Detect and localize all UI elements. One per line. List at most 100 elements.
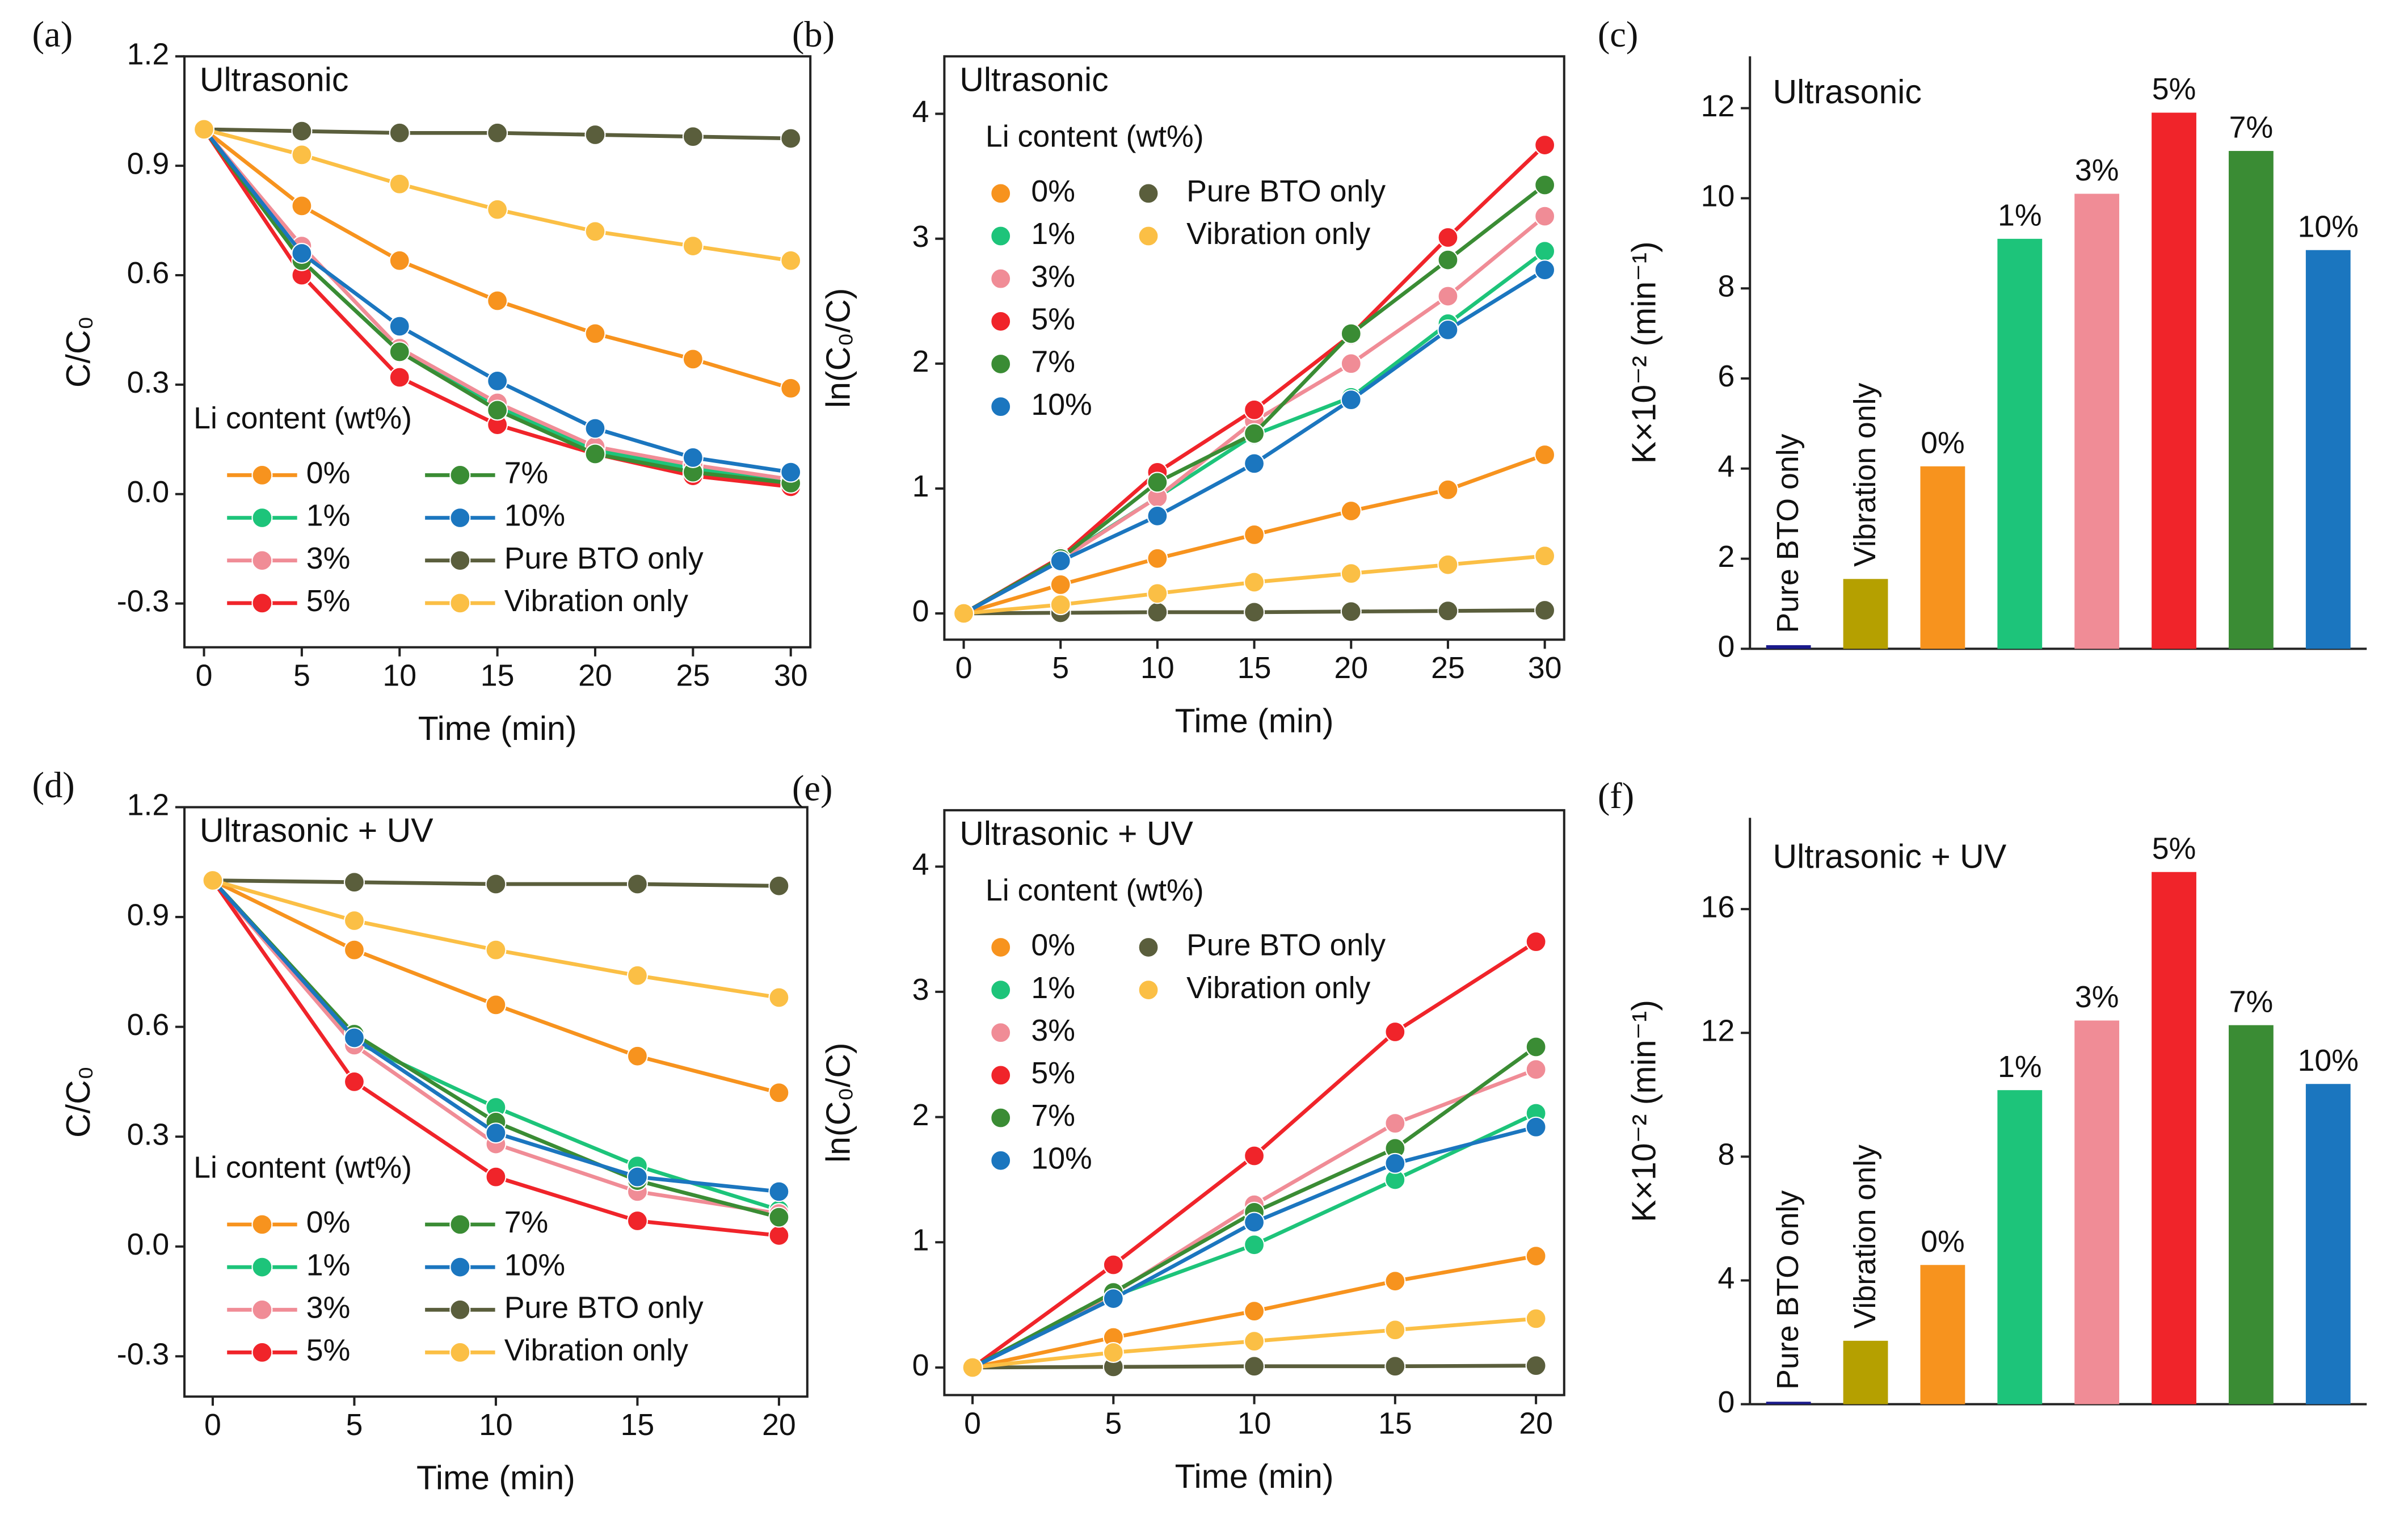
legend-label: 0% xyxy=(1031,928,1075,962)
panel: (b) 0 1 2 3 4 ln(C₀/C) 0 5 10 15 20 25 30 Time (min) Ul… xyxy=(792,14,1565,739)
y-tick-label: 4 xyxy=(1718,1261,1735,1295)
bar-label: 3% xyxy=(2075,153,2119,187)
y-tick-label: 0.3 xyxy=(127,1117,170,1151)
data-point xyxy=(768,1082,790,1104)
x-tick-label: 15 xyxy=(481,659,515,693)
bar xyxy=(2152,872,2196,1404)
chart-title: Ultrasonic xyxy=(200,61,348,99)
chart-title: Ultrasonic xyxy=(959,61,1108,99)
legend-label: 10% xyxy=(504,1248,565,1282)
bar xyxy=(2152,112,2196,649)
x-tick-label: 0 xyxy=(955,651,973,685)
data-point xyxy=(1437,600,1459,622)
data-point xyxy=(682,126,704,148)
bar-label: Vibration only xyxy=(1848,382,1882,566)
y-tick-label: 6 xyxy=(1718,359,1735,393)
legend-label: 0% xyxy=(1031,174,1075,208)
legend-label: 7% xyxy=(1031,1099,1075,1133)
data-point xyxy=(1525,1355,1547,1377)
legend-marker xyxy=(251,507,273,529)
y-tick-label: 12 xyxy=(1701,1013,1735,1047)
data-point xyxy=(1525,1059,1547,1080)
data-point xyxy=(682,235,704,257)
data-point xyxy=(1050,574,1071,595)
legend-label: Vibration only xyxy=(1186,217,1370,251)
legend-label: 0% xyxy=(306,1205,351,1239)
data-point xyxy=(1384,1152,1406,1174)
chart-title: Ultrasonic xyxy=(1773,73,1921,111)
data-point xyxy=(584,418,606,439)
data-point xyxy=(1102,1254,1124,1276)
legend-label: 1% xyxy=(1031,971,1075,1005)
legend-marker xyxy=(990,353,1012,375)
y-tick-label: 10 xyxy=(1701,179,1735,213)
panel-label: (c) xyxy=(1598,14,1638,54)
legend-label: 3% xyxy=(306,541,351,575)
data-point xyxy=(1525,1116,1547,1138)
y-axis-label: ln(C₀/C) xyxy=(819,1042,857,1162)
y-tick-label: 1.2 xyxy=(127,788,170,822)
data-point xyxy=(389,341,410,363)
bar xyxy=(1843,579,1888,649)
data-point xyxy=(343,1071,365,1092)
legend-marker xyxy=(990,225,1012,247)
bar xyxy=(1920,1265,1965,1404)
data-point xyxy=(487,122,508,144)
x-tick-label: 10 xyxy=(382,659,416,693)
legend-title: Li content (wt%) xyxy=(193,401,412,435)
bar-label: Pure BTO only xyxy=(1771,1190,1805,1390)
bar-label: 5% xyxy=(2152,831,2196,865)
data-point xyxy=(768,875,790,897)
y-tick-label: 2 xyxy=(912,1098,929,1132)
legend-marker xyxy=(1138,225,1159,247)
legend-label: 0% xyxy=(306,456,351,490)
legend-marker xyxy=(251,550,273,571)
data-point xyxy=(1147,505,1168,527)
legend-marker xyxy=(990,310,1012,332)
data-point xyxy=(1534,444,1556,466)
legend-marker xyxy=(449,550,471,571)
data-point xyxy=(1244,1356,1265,1377)
data-point xyxy=(1244,1211,1265,1233)
y-tick-label: 0 xyxy=(912,594,929,628)
bar-label: 0% xyxy=(1921,1225,1965,1259)
data-point xyxy=(626,1210,648,1232)
x-tick-label: 5 xyxy=(1052,651,1069,685)
legend-marker xyxy=(251,1341,273,1363)
legend-label: Pure BTO only xyxy=(1186,174,1386,208)
data-point xyxy=(1437,285,1459,307)
data-point xyxy=(389,122,410,144)
data-point xyxy=(768,1206,790,1228)
x-tick-label: 20 xyxy=(1334,651,1368,685)
data-point xyxy=(485,873,507,895)
legend-label: Pure BTO only xyxy=(504,1290,704,1324)
panel-label: (a) xyxy=(32,14,73,54)
legend-marker xyxy=(990,1150,1012,1171)
y-tick-label: 0.9 xyxy=(127,898,170,932)
y-tick-label: 4 xyxy=(912,95,929,129)
data-point xyxy=(389,367,410,388)
y-tick-label: 4 xyxy=(912,847,929,881)
x-tick-label: 5 xyxy=(346,1408,363,1442)
panel-label: (d) xyxy=(32,765,75,805)
y-tick-label: 0 xyxy=(912,1348,929,1382)
data-point xyxy=(953,603,975,624)
legend-label: 10% xyxy=(504,499,565,533)
x-tick-label: 30 xyxy=(774,659,808,693)
data-point xyxy=(1102,1341,1124,1364)
legend-marker xyxy=(990,936,1012,958)
data-point xyxy=(487,290,508,312)
bar-label: 3% xyxy=(2075,980,2119,1014)
data-point xyxy=(389,315,410,337)
bar-label: 10% xyxy=(2298,1044,2359,1078)
data-point xyxy=(780,461,802,483)
y-axis-label: K×10⁻² (min⁻¹) xyxy=(1625,241,1662,464)
y-tick-label: 0.9 xyxy=(127,146,170,180)
bar xyxy=(1920,466,1965,649)
data-point xyxy=(1384,1319,1406,1341)
legend-marker xyxy=(990,183,1012,204)
data-point xyxy=(485,1122,507,1144)
legend-marker xyxy=(990,1107,1012,1129)
legend-marker xyxy=(251,1256,273,1278)
